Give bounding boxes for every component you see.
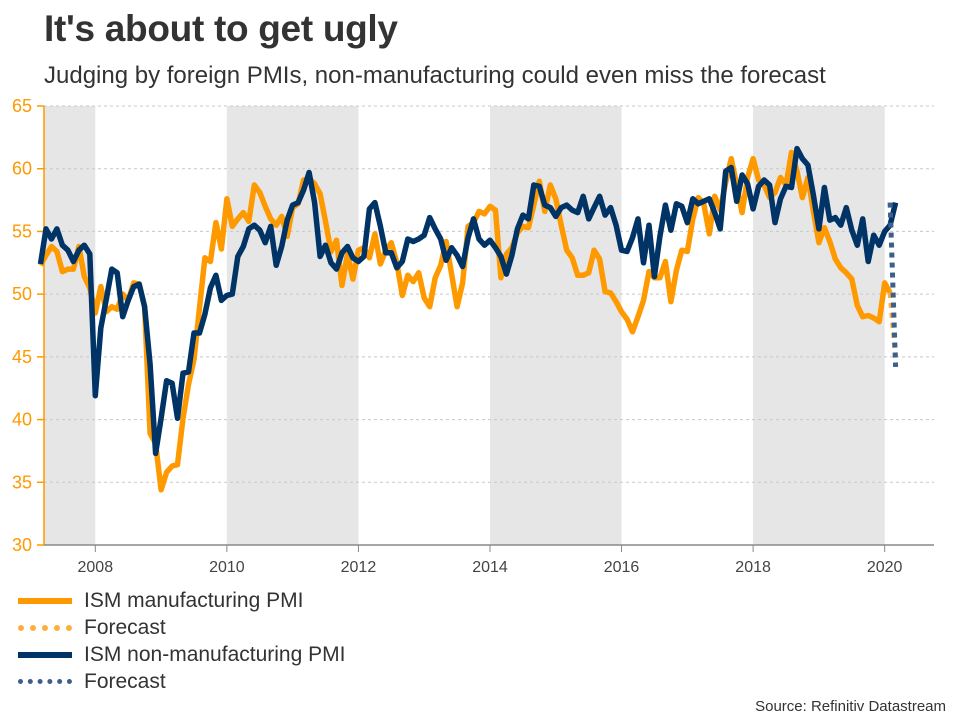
legend: ISM manufacturing PMI Forecast ISM non-m… xyxy=(18,587,345,695)
line-ism-non-manufacturing xyxy=(37,145,899,457)
legend-swatch xyxy=(18,624,72,631)
y-tick-label: 45 xyxy=(12,347,32,367)
x-tick-label: 2010 xyxy=(209,559,245,576)
series-lines xyxy=(37,145,899,493)
gridlines xyxy=(44,105,934,483)
y-tick-label: 65 xyxy=(12,96,32,116)
source-note: Source: Refinitiv Datastream xyxy=(755,698,946,715)
line-non-manufacturing-forecast xyxy=(887,202,899,367)
y-tick-label: 40 xyxy=(12,410,32,430)
y-tick-label: 30 xyxy=(12,535,32,555)
shaded-period xyxy=(489,106,622,545)
legend-item-manufacturing: ISM manufacturing PMI xyxy=(18,587,345,614)
legend-swatch xyxy=(18,651,72,658)
chart-subtitle: Judging by foreign PMIs, non-manufacturi… xyxy=(44,62,826,89)
y-tick-label: 35 xyxy=(12,472,32,492)
y-tick-label: 60 xyxy=(12,159,32,179)
legend-item-non-manufacturing-forecast: Forecast xyxy=(18,668,345,695)
legend-label: Forecast xyxy=(84,615,166,639)
x-tick-label: 2014 xyxy=(472,559,508,576)
shaded-period xyxy=(44,106,96,545)
legend-swatch xyxy=(18,597,72,604)
legend-label: ISM manufacturing PMI xyxy=(84,588,304,612)
legend-swatch xyxy=(18,679,72,684)
legend-item-manufacturing-forecast: Forecast xyxy=(18,614,345,641)
x-axis-ticks: 2008 2010 2012 2014 2016 2018 2020 xyxy=(78,545,903,576)
shaded-period xyxy=(753,106,885,545)
legend-label: Forecast xyxy=(84,669,166,693)
x-tick-label: 2008 xyxy=(78,559,114,576)
y-axis-ticks: 30 35 40 45 50 55 60 65 xyxy=(12,96,44,555)
axes xyxy=(43,106,934,546)
shaded-period xyxy=(226,106,359,545)
x-tick-label: 2018 xyxy=(735,559,771,576)
y-tick-label: 55 xyxy=(12,221,32,241)
legend-label: ISM non-manufacturing PMI xyxy=(84,642,346,666)
shaded-periods xyxy=(44,106,885,545)
x-tick-label: 2020 xyxy=(867,559,903,576)
x-tick-label: 2012 xyxy=(341,559,377,576)
y-tick-label: 50 xyxy=(12,284,32,304)
x-tick-label: 2016 xyxy=(604,559,640,576)
chart-title: It's about to get ugly xyxy=(44,8,398,49)
legend-item-non-manufacturing: ISM non-manufacturing PMI xyxy=(18,641,345,668)
